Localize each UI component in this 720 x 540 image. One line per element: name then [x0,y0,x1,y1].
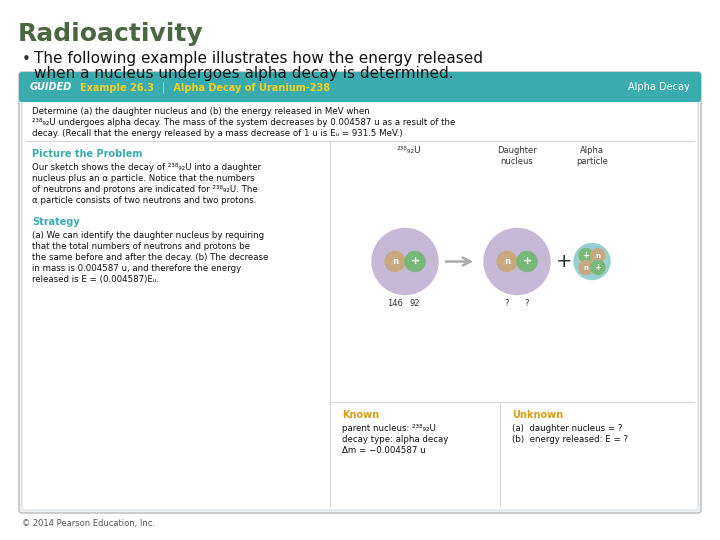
Text: released is E = (0.004587)Eᵤ.: released is E = (0.004587)Eᵤ. [32,275,159,284]
Text: in mass is 0.004587 u, and therefore the energy: in mass is 0.004587 u, and therefore the… [32,264,241,273]
FancyBboxPatch shape [22,99,698,510]
Text: of neutrons and protons are indicated for ²³⁸₉₂U. The: of neutrons and protons are indicated fo… [32,185,258,194]
Text: n: n [504,257,510,266]
Text: when a nucleus undergoes alpha decay is determined.: when a nucleus undergoes alpha decay is … [34,66,454,81]
Text: Alpha Decay: Alpha Decay [629,82,690,92]
Text: n: n [392,257,398,266]
Text: (b)  energy released: E = ?: (b) energy released: E = ? [512,435,628,444]
FancyBboxPatch shape [19,72,701,513]
Text: Unknown: Unknown [512,410,563,420]
Text: Strategy: Strategy [32,217,80,227]
Bar [22,75,698,99]
Text: ?: ? [525,300,529,308]
Bar [22,87,698,99]
Circle shape [517,252,537,272]
Text: ?: ? [505,300,509,308]
FancyBboxPatch shape [19,72,701,102]
Text: Alpha
particle: Alpha particle [576,146,608,166]
Text: the same before and after the decay. (b) The decrease: the same before and after the decay. (b)… [32,253,269,262]
Text: +: + [523,256,531,267]
Circle shape [579,260,593,274]
Text: (a)  daughter nucleus = ?: (a) daughter nucleus = ? [512,424,622,433]
Text: decay. (Recall that the energy released by a mass decrease of 1 u is Eᵤ = 931.5 : decay. (Recall that the energy released … [32,129,402,138]
Text: α particle consists of two neutrons and two protons.: α particle consists of two neutrons and … [32,196,256,205]
Text: 92: 92 [410,300,420,308]
Circle shape [591,248,605,262]
Text: +: + [582,251,590,260]
Text: Daughter
nucleus: Daughter nucleus [497,146,537,166]
Circle shape [405,252,425,272]
Text: Determine (a) the daughter nucleus and (b) the energy released in MeV when: Determine (a) the daughter nucleus and (… [32,107,370,116]
Circle shape [579,248,593,262]
Text: n: n [595,253,600,259]
Circle shape [372,228,438,294]
Circle shape [591,260,605,274]
Circle shape [484,228,550,294]
Text: decay type: alpha decay: decay type: alpha decay [342,435,449,444]
Text: GUIDED: GUIDED [30,82,73,92]
Text: n: n [583,265,588,271]
Text: © 2014 Pearson Education, Inc.: © 2014 Pearson Education, Inc. [22,519,155,528]
Text: Picture the Problem: Picture the Problem [32,149,143,159]
Text: +: + [595,263,601,272]
Text: +: + [556,252,572,271]
Text: ²³⁸₉₂U: ²³⁸₉₂U [397,146,421,155]
Text: 146: 146 [387,300,403,308]
Circle shape [497,252,517,272]
Text: Our sketch shows the decay of ²³⁸₉₂U into a daughter: Our sketch shows the decay of ²³⁸₉₂U int… [32,163,261,172]
Text: Example 26.3  │  Alpha Decay of Uranium-238: Example 26.3 │ Alpha Decay of Uranium-23… [80,81,330,93]
Text: Radioactivity: Radioactivity [18,22,204,46]
Text: nucleus plus an α particle. Notice that the numbers: nucleus plus an α particle. Notice that … [32,174,255,183]
Text: Known: Known [342,410,379,420]
Text: Δm = −0.004587 u: Δm = −0.004587 u [342,446,426,455]
Circle shape [385,252,405,272]
Text: +: + [410,256,420,267]
Text: parent nucleus: ²³⁸₉₂U: parent nucleus: ²³⁸₉₂U [342,424,436,433]
Text: The following example illustrates how the energy released: The following example illustrates how th… [34,51,483,66]
Text: ²³⁸₉₂U undergoes alpha decay. The mass of the system decreases by 0.004587 u as : ²³⁸₉₂U undergoes alpha decay. The mass o… [32,118,455,127]
Text: •: • [22,52,31,67]
Text: (a) We can identify the daughter nucleus by requiring: (a) We can identify the daughter nucleus… [32,231,264,240]
Circle shape [574,244,610,280]
Text: that the total numbers of neutrons and protons be: that the total numbers of neutrons and p… [32,242,250,251]
